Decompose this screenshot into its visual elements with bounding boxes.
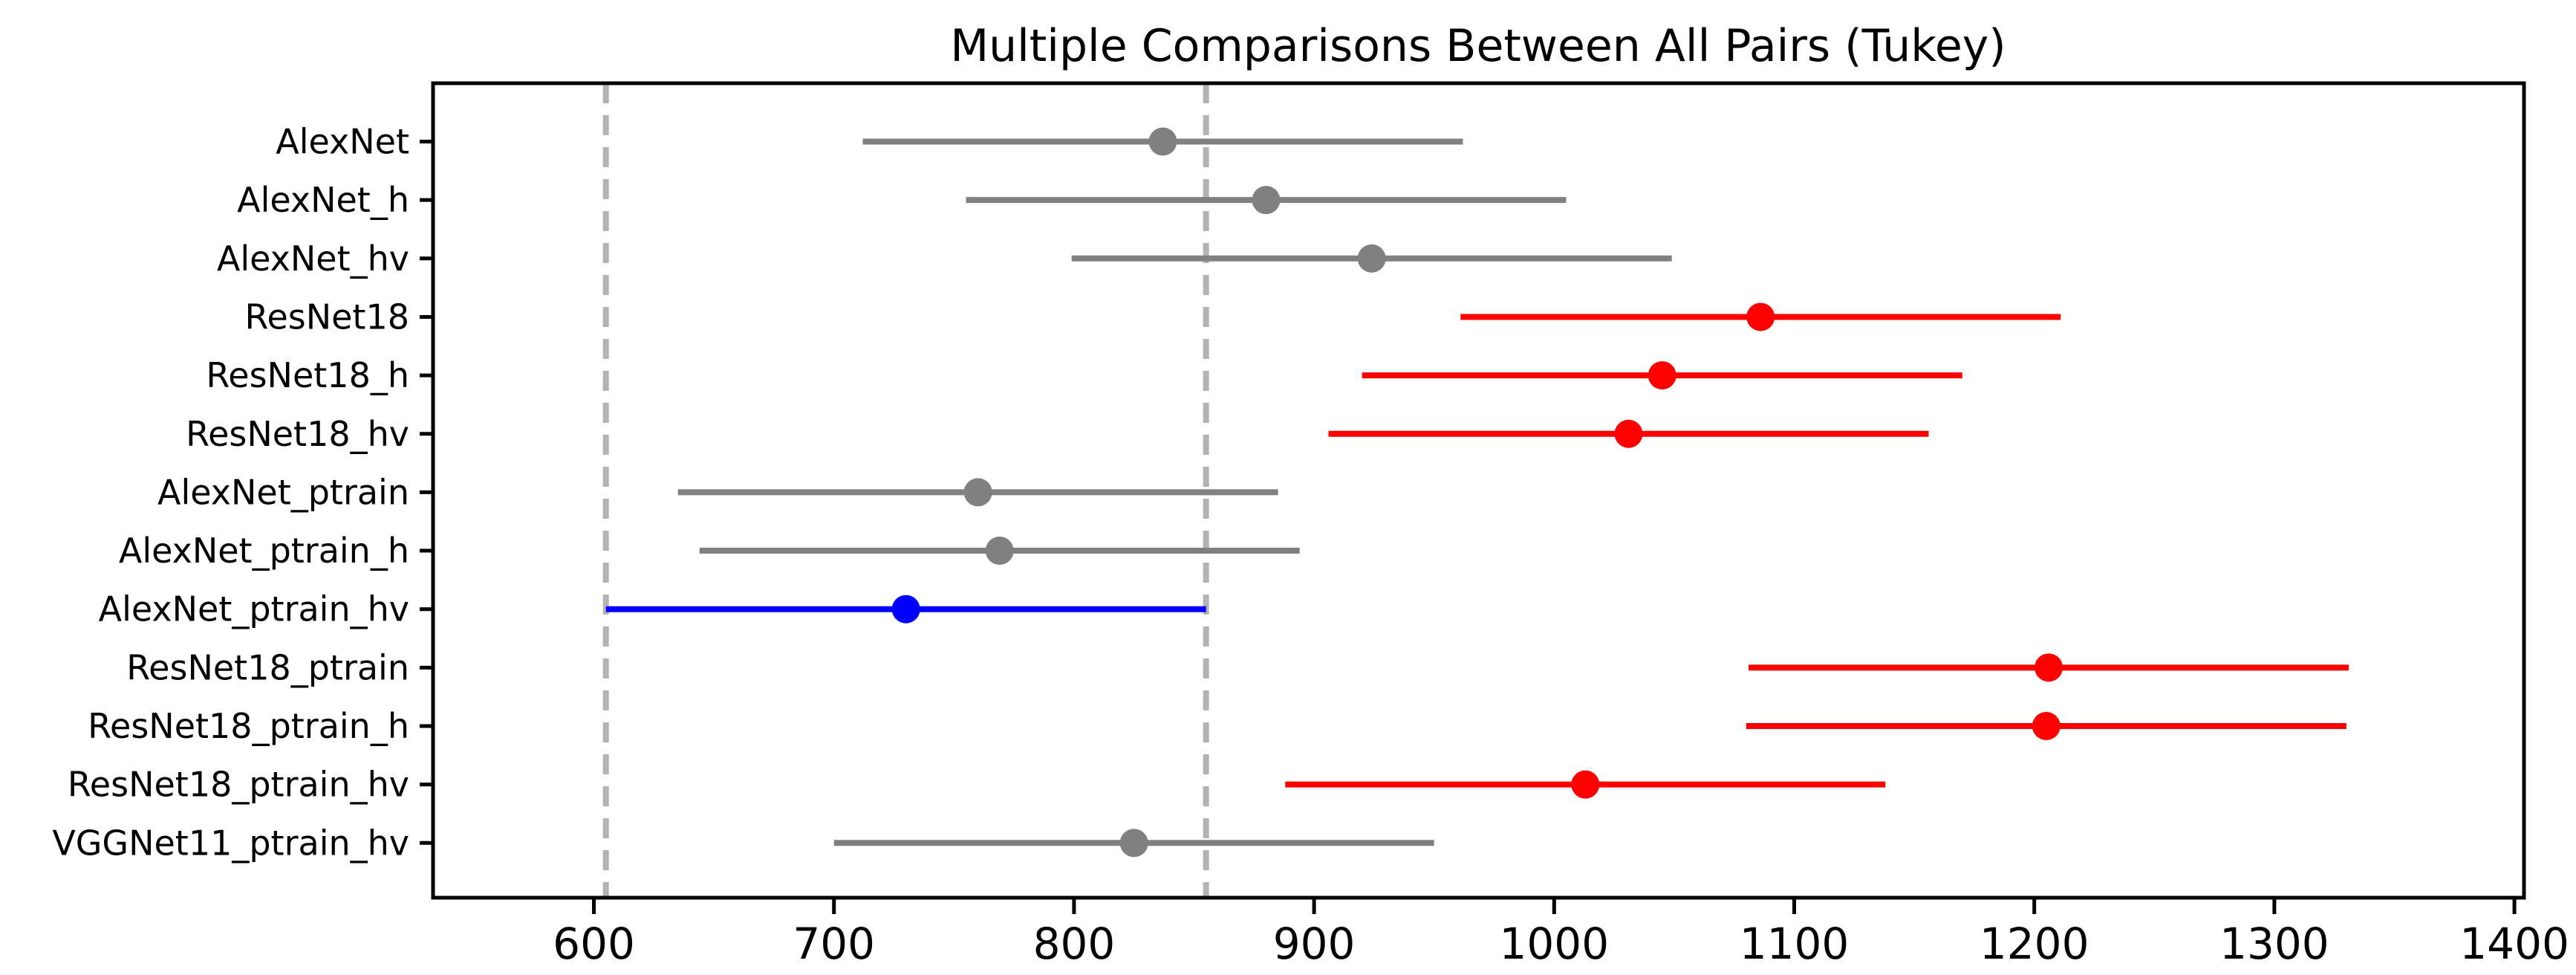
chart-title: Multiple Comparisons Between All Pairs (… <box>950 20 2006 72</box>
y-tick-label-AlexNet: AlexNet <box>276 122 409 162</box>
reference-lines-group <box>602 83 1209 898</box>
y-tick-label-AlexNet_hv: AlexNet_hv <box>217 239 409 279</box>
y-tick-label-ResNet18_ptrain: ResNet18_ptrain <box>126 647 409 687</box>
y-axis-group: AlexNet AlexNet_h AlexNet_hv ResNet18 ResNet… <box>52 122 433 863</box>
x-tick-label: 800 <box>1033 919 1116 969</box>
y-tick-label-AlexNet_ptrain_hv: AlexNet_ptrain_hv <box>99 589 409 629</box>
x-tick-label: 600 <box>553 919 635 969</box>
y-tick-label-ResNet18_ptrain_h: ResNet18_ptrain_h <box>88 706 409 746</box>
y-tick-label-ResNet18_h: ResNet18_h <box>206 355 409 395</box>
x-tick-label: 700 <box>793 919 875 969</box>
mean-dot-AlexNet <box>1148 127 1177 156</box>
mean-dot-ResNet18 <box>1746 302 1775 331</box>
mean-dot-ResNet18_ptrain <box>2035 653 2063 682</box>
mean-dot-ResNet18_hv <box>1614 419 1643 448</box>
mean-dot-VGGNet11_ptrain_hv <box>1119 829 1148 858</box>
y-tick-label-ResNet18_ptrain_hv: ResNet18_ptrain_hv <box>68 765 409 805</box>
x-tick-label: 900 <box>1273 919 1356 969</box>
mean-dot-AlexNet_hv <box>1357 244 1386 273</box>
x-tick-label: 1400 <box>2459 919 2569 969</box>
y-tick-label-AlexNet_ptrain: AlexNet_ptrain <box>157 472 409 512</box>
mean-dot-AlexNet_h <box>1252 186 1281 215</box>
x-tick-label: 1000 <box>1500 919 1610 969</box>
mean-dot-AlexNet_ptrain <box>963 478 992 507</box>
y-tick-label-AlexNet_ptrain_h: AlexNet_ptrain_h <box>119 531 409 571</box>
y-tick-label-ResNet18_hv: ResNet18_hv <box>186 414 409 454</box>
y-tick-label-AlexNet_h: AlexNet_h <box>237 180 409 220</box>
mean-dot-ResNet18_ptrain_hv <box>1571 770 1600 799</box>
x-tick-label: 1100 <box>1740 919 1850 969</box>
mean-dot-ResNet18_h <box>1648 361 1676 390</box>
x-axis-group: 600 700 800 900 1000 1100 1200 1300 1400 <box>553 898 2569 969</box>
y-tick-label-ResNet18: ResNet18 <box>245 297 409 337</box>
series-group <box>605 127 2349 858</box>
x-tick-label: 1300 <box>2219 919 2329 969</box>
mean-dot-AlexNet_ptrain_h <box>985 537 1014 566</box>
x-tick-label: 1200 <box>1980 919 2089 969</box>
mean-dot-ResNet18_ptrain_h <box>2032 712 2061 740</box>
y-tick-label-VGGNet11_ptrain_hv: VGGNet11_ptrain_hv <box>52 823 409 863</box>
mean-dot-AlexNet_ptrain_hv <box>891 595 920 623</box>
